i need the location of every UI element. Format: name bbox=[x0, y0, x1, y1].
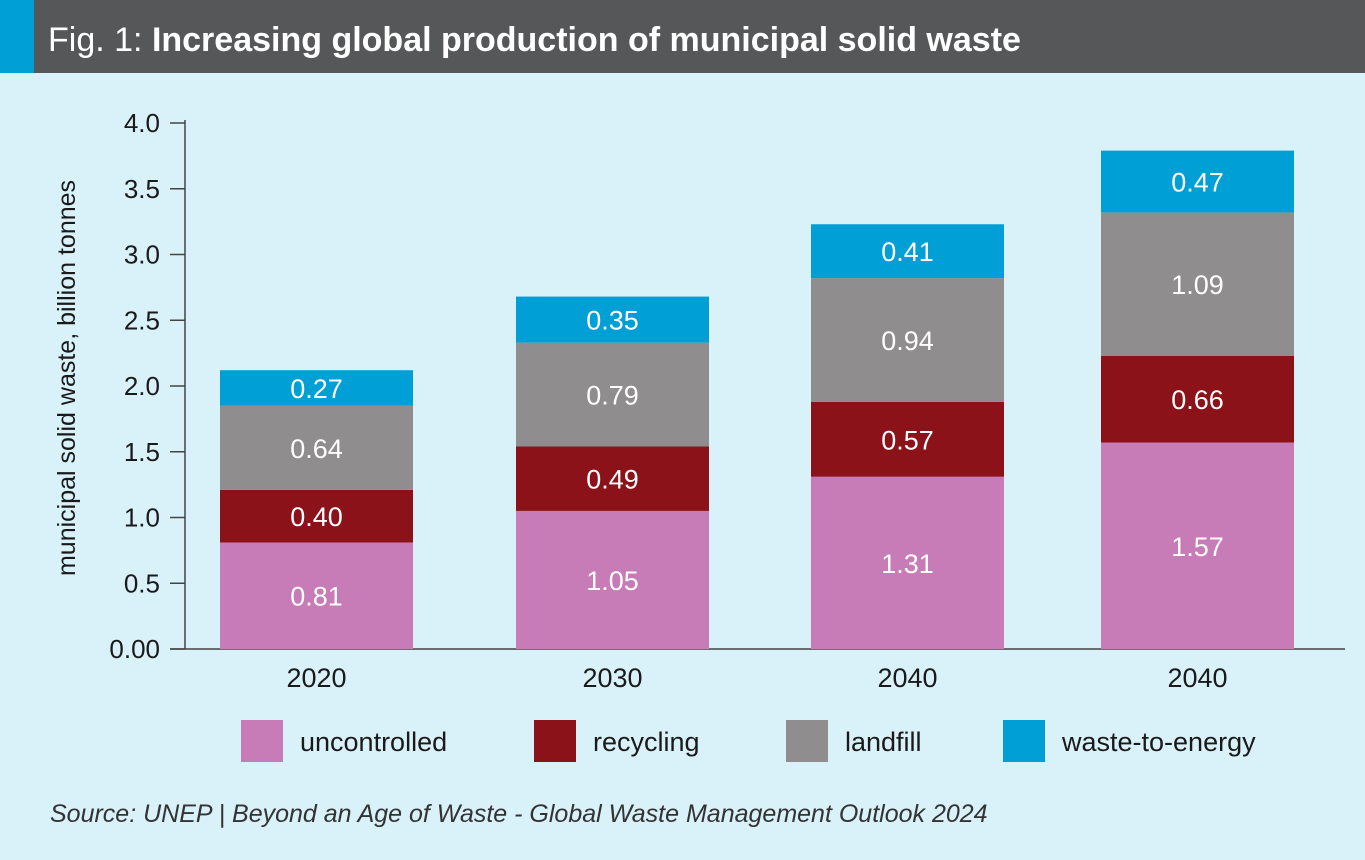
x-tick-label: 2030 bbox=[582, 663, 642, 693]
data-label: 0.27 bbox=[290, 374, 343, 404]
y-tick-label: 3.0 bbox=[124, 240, 160, 270]
figure-label: Fig. 1: bbox=[48, 21, 143, 59]
legend-label-recycling: recycling bbox=[593, 727, 700, 757]
stacked-bar-chart: 0.00 0.5 1.0 1.5 2.0 2.5 3.0 3.5 4.0 municipal so… bbox=[53, 108, 1345, 762]
bar-segment-recycling bbox=[516, 446, 709, 511]
data-label: 1.31 bbox=[881, 549, 934, 579]
bar-segment-waste-to-energy bbox=[1101, 150, 1294, 213]
legend-label-landfill: landfill bbox=[845, 727, 922, 757]
data-label: 0.64 bbox=[290, 434, 343, 464]
y-tick-label: 3.5 bbox=[124, 174, 160, 204]
source-note: Source: UNEP | Beyond an Age of Waste - … bbox=[50, 800, 988, 828]
bar-segment-waste-to-energy bbox=[516, 296, 709, 343]
data-label: 0.41 bbox=[881, 237, 934, 267]
y-tick-label: 2.0 bbox=[124, 371, 160, 401]
data-label: 0.94 bbox=[881, 326, 934, 356]
y-tick-label: 1.5 bbox=[124, 437, 160, 467]
bar-segment-waste-to-energy bbox=[220, 370, 413, 406]
bar-segment-landfill bbox=[516, 342, 709, 447]
bar-segment-recycling bbox=[220, 489, 413, 543]
data-label: 0.40 bbox=[290, 502, 343, 532]
bar-segment-uncontrolled bbox=[220, 542, 413, 649]
data-label: 1.05 bbox=[586, 566, 639, 596]
legend-label-waste-to-energy: waste-to-energy bbox=[1061, 727, 1256, 757]
title-bar: Fig. 1: Increasing global production of … bbox=[0, 0, 1365, 73]
figure-title-text: Increasing global production of municipa… bbox=[151, 21, 1021, 59]
data-label: 0.66 bbox=[1171, 385, 1224, 415]
x-tick-label: 2020 bbox=[286, 663, 346, 693]
data-label: 1.57 bbox=[1171, 532, 1224, 562]
legend-label-uncontrolled: uncontrolled bbox=[300, 727, 447, 757]
legend-swatch-uncontrolled bbox=[241, 720, 283, 762]
y-tick-label: 0.00 bbox=[109, 634, 160, 664]
bar-segment-uncontrolled bbox=[1101, 442, 1294, 649]
legend-swatch-waste-to-energy bbox=[1003, 720, 1045, 762]
bar-segment-waste-to-energy bbox=[811, 224, 1004, 279]
data-label: 0.49 bbox=[586, 465, 639, 495]
bar-segment-landfill bbox=[220, 405, 413, 490]
data-label: 0.79 bbox=[586, 381, 639, 411]
bar-segment-uncontrolled bbox=[811, 476, 1004, 649]
y-tick-label: 2.5 bbox=[124, 305, 160, 335]
bar-segment-landfill bbox=[1101, 212, 1294, 356]
bar-segment-recycling bbox=[811, 401, 1004, 477]
data-label: 0.57 bbox=[881, 425, 934, 455]
bar-segment-landfill bbox=[811, 278, 1004, 402]
legend-swatch-recycling bbox=[534, 720, 576, 762]
bar-segment-uncontrolled bbox=[516, 510, 709, 649]
data-label: 0.35 bbox=[586, 306, 639, 336]
bar-segment-recycling bbox=[1101, 355, 1294, 443]
header-accent-bar bbox=[0, 0, 34, 73]
data-label: 0.81 bbox=[290, 582, 343, 612]
figure-title: Fig. 1: Increasing global production of … bbox=[48, 0, 1021, 73]
y-tick-label: 0.5 bbox=[124, 568, 160, 598]
x-tick-label: 2040 bbox=[877, 663, 937, 693]
y-tick-label: 1.0 bbox=[124, 503, 160, 533]
x-tick-label: 2040 bbox=[1167, 663, 1227, 693]
y-axis-title: municipal solid waste, billion tonnes bbox=[53, 180, 81, 576]
data-label: 1.09 bbox=[1171, 270, 1224, 300]
legend-swatch-landfill bbox=[786, 720, 828, 762]
y-tick-label: 4.0 bbox=[124, 108, 160, 138]
data-label: 0.47 bbox=[1171, 168, 1224, 198]
